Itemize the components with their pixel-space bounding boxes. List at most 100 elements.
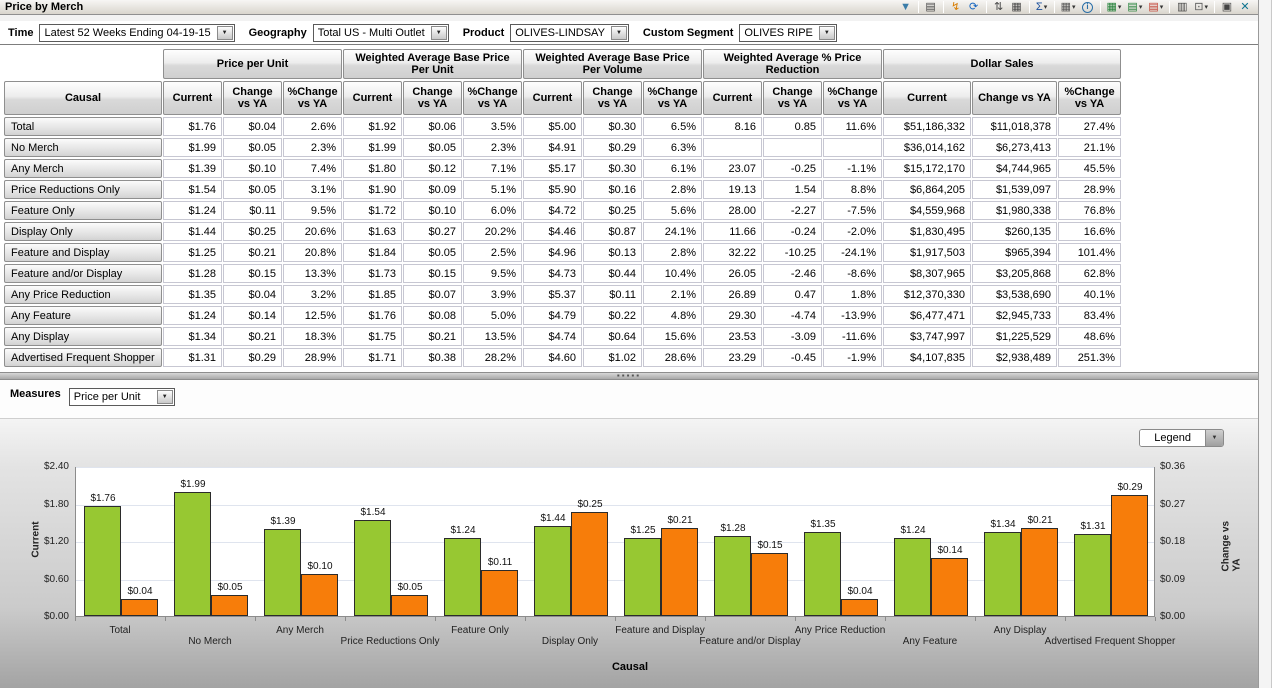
table-format-icon[interactable]: ▦ <box>1009 0 1025 14</box>
row-label-3[interactable]: Price Reductions Only <box>4 180 162 199</box>
dropdown-arrow-icon[interactable]: ▼ <box>818 25 835 40</box>
cell-4-13: $1,980,338 <box>972 201 1057 220</box>
bar-current-8[interactable] <box>804 532 841 616</box>
row-label-10[interactable]: Any Display <box>4 327 162 346</box>
bar-changevsya-3[interactable] <box>391 595 428 616</box>
bar-changevsya-1[interactable] <box>211 595 248 616</box>
measures-value: Price per Unit <box>73 391 141 403</box>
tools-icon[interactable]: ✕ <box>1237 0 1253 14</box>
group-header-1[interactable]: Weighted Average Base Price Per Unit <box>343 49 522 79</box>
legend-arrow-icon[interactable]: ▼ <box>1205 430 1223 446</box>
bar-changevsya-9[interactable] <box>931 558 968 616</box>
category-label-11: Advertised Frequent Shopper <box>1044 636 1176 647</box>
row-label-2[interactable]: Any Merch <box>4 159 162 178</box>
col-header-1-1[interactable]: Change vs YA <box>403 81 462 115</box>
col-header-4-2[interactable]: %Change vs YA <box>1058 81 1121 115</box>
table-row: No Merch $1.99 $0.05 2.3% $1.99 $0.05 2.3% $4.9… <box>4 138 1121 157</box>
export-excel-icon[interactable]: ▦ ▾ <box>1105 0 1124 14</box>
table-row: Advertised Frequent Shopper $1.31 $0.29 28.… <box>4 348 1121 367</box>
export-doc-icon[interactable]: ▤ ▾ <box>1125 0 1144 14</box>
row-label-7[interactable]: Feature and/or Display <box>4 264 162 283</box>
col-header-3-1[interactable]: Change vs YA <box>763 81 822 115</box>
cell-1-5: 2.3% <box>463 138 522 157</box>
filter-select-geography[interactable]: Total US - Multi Outlet ▼ <box>312 23 449 42</box>
row-label-11[interactable]: Advertised Frequent Shopper <box>4 348 162 367</box>
cell-3-14: 28.9% <box>1058 180 1121 199</box>
group-header-0[interactable]: Price per Unit <box>163 49 342 79</box>
gridline <box>76 467 1154 468</box>
cell-6-10: -10.25 <box>763 243 822 262</box>
aggregate-sum-icon[interactable]: Σ ▾ <box>1034 0 1050 14</box>
copy-table-icon[interactable]: ▥ <box>1174 0 1190 14</box>
export-ppt-icon[interactable]: ▤ ▾ <box>1146 0 1165 14</box>
group-header-2[interactable]: Weighted Average Base Price Per Volume <box>523 49 702 79</box>
dropdown-arrow-icon[interactable]: ▼ <box>430 25 447 40</box>
bar-current-11[interactable] <box>1074 534 1111 616</box>
bar-current-5[interactable] <box>534 526 571 616</box>
calculated-column-icon[interactable]: ↯ <box>948 0 964 14</box>
col-header-4-1[interactable]: Change vs YA <box>972 81 1057 115</box>
legend-dropdown[interactable]: Legend ▼ <box>1139 429 1224 447</box>
bar-current-6[interactable] <box>624 538 661 616</box>
cell-2-0: $1.39 <box>163 159 222 178</box>
cell-8-13: $3,538,690 <box>972 285 1057 304</box>
row-label-5[interactable]: Display Only <box>4 222 162 241</box>
grid-report-icon[interactable]: ▤ <box>923 0 939 14</box>
sort-icon[interactable]: ⇅ <box>991 0 1007 14</box>
bar-current-4[interactable] <box>444 538 481 616</box>
refresh-icon[interactable]: ⟳ <box>966 0 982 14</box>
copy-icon[interactable]: ▣ <box>1219 0 1235 14</box>
bar-changevsya-2[interactable] <box>301 574 338 616</box>
bar-current-9[interactable] <box>894 538 931 616</box>
col-header-3-2[interactable]: %Change vs YA <box>823 81 882 115</box>
filter-select-time[interactable]: Latest 52 Weeks Ending 04-19-15 ▼ <box>39 23 235 42</box>
dropdown-arrow-icon[interactable]: ▼ <box>610 25 627 40</box>
col-header-0-2[interactable]: %Change vs YA <box>283 81 342 115</box>
bar-changevsya-0[interactable] <box>121 599 158 616</box>
bar-current-7[interactable] <box>714 536 751 616</box>
format-painter-icon[interactable]: ⊡ ▾ <box>1192 0 1210 14</box>
measures-label: Measures <box>10 388 61 400</box>
info-icon[interactable]: i <box>1080 0 1096 14</box>
row-label-8[interactable]: Any Price Reduction <box>4 285 162 304</box>
row-label-1[interactable]: No Merch <box>4 138 162 157</box>
col-header-2-1[interactable]: Change vs YA <box>583 81 642 115</box>
group-header-4[interactable]: Dollar Sales <box>883 49 1121 79</box>
bar-changevsya-5[interactable] <box>571 512 608 616</box>
col-header-0-0[interactable]: Current <box>163 81 222 115</box>
bar-changevsya-11[interactable] <box>1111 495 1148 616</box>
col-header-1-0[interactable]: Current <box>343 81 402 115</box>
dropdown-arrow-icon[interactable]: ▼ <box>216 25 233 40</box>
bar-current-0[interactable] <box>84 506 121 616</box>
bar-changevsya-8[interactable] <box>841 599 878 616</box>
col-header-2-0[interactable]: Current <box>523 81 582 115</box>
cell-7-3: $1.73 <box>343 264 402 283</box>
group-header-3[interactable]: Weighted Average % Price Reduction <box>703 49 882 79</box>
bar-current-3[interactable] <box>354 520 391 616</box>
measures-select[interactable]: Price per Unit ▼ <box>68 388 175 406</box>
bar-changevsya-4[interactable] <box>481 570 518 616</box>
row-label-9[interactable]: Any Feature <box>4 306 162 325</box>
col-header-0-1[interactable]: Change vs YA <box>223 81 282 115</box>
row-label-0[interactable]: Total <box>4 117 162 136</box>
bar-current-1[interactable] <box>174 492 211 616</box>
cell-9-4: $0.08 <box>403 306 462 325</box>
col-header-3-0[interactable]: Current <box>703 81 762 115</box>
row-label-4[interactable]: Feature Only <box>4 201 162 220</box>
bar-changevsya-7[interactable] <box>751 553 788 616</box>
row-dimension-header[interactable]: Causal <box>4 81 162 115</box>
pane-splitter[interactable]: ▪▪▪▪▪ <box>0 371 1258 380</box>
filter-select-product[interactable]: OLIVES-LINDSAY ▼ <box>510 23 629 42</box>
dropdown-arrow-icon[interactable]: ▼ <box>156 390 173 404</box>
table-layout-icon[interactable]: ▦ ▾ <box>1059 0 1078 14</box>
bar-current-10[interactable] <box>984 532 1021 616</box>
col-header-4-0[interactable]: Current <box>883 81 971 115</box>
filter-select-custom-segment[interactable]: OLIVES RIPE ▼ <box>739 23 837 42</box>
filter-icon[interactable]: ▼ <box>898 0 914 14</box>
bar-current-2[interactable] <box>264 529 301 616</box>
row-label-6[interactable]: Feature and Display <box>4 243 162 262</box>
col-header-2-2[interactable]: %Change vs YA <box>643 81 702 115</box>
bar-changevsya-10[interactable] <box>1021 528 1058 616</box>
bar-changevsya-6[interactable] <box>661 528 698 616</box>
col-header-1-2[interactable]: %Change vs YA <box>463 81 522 115</box>
